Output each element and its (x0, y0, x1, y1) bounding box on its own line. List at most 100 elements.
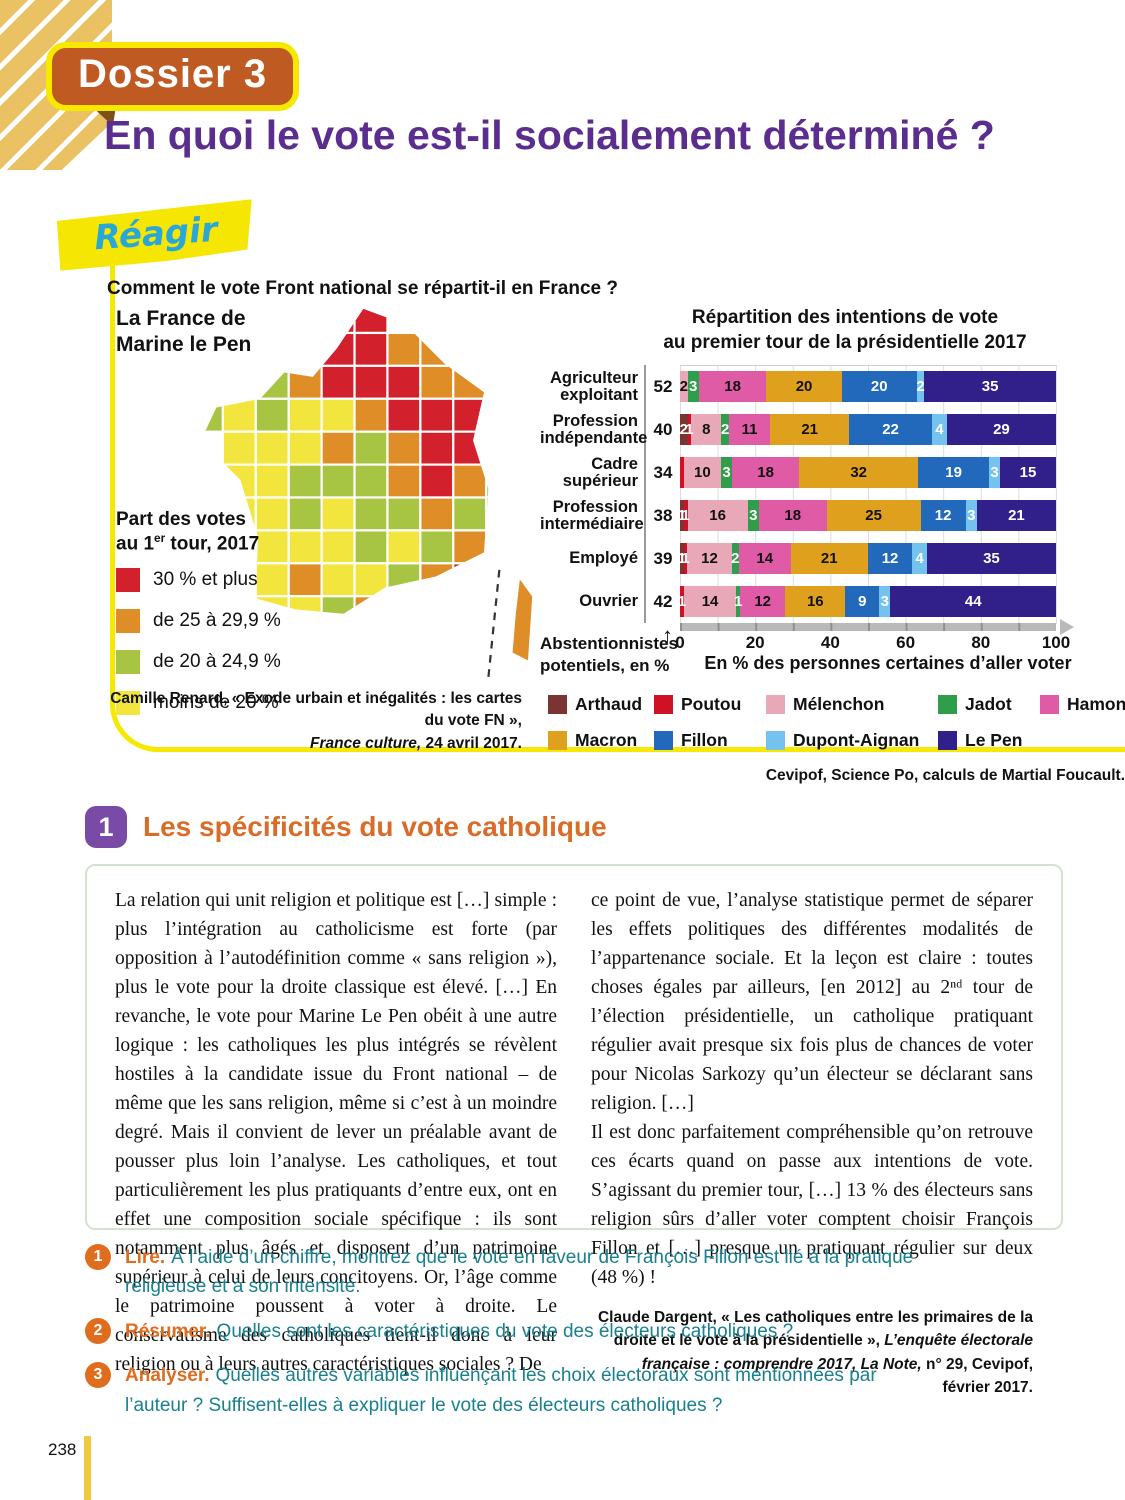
bar-segment-value: 21 (820, 550, 838, 568)
stacked-bar: 1 1 16 3 18 25 12 3 21 (678, 500, 1056, 532)
bar-segment-value: 11 (741, 421, 758, 439)
bar-segment: 2 (680, 414, 688, 446)
legend-label: Mélenchon (793, 694, 885, 715)
stacked-bar: 2 1 8 2 11 21 22 4 29 (680, 414, 1056, 446)
question-row: 3 Analyser. Quelles autres variables influ… (85, 1361, 1075, 1420)
x-axis-tick-label: 0 (675, 633, 685, 653)
question-row: 2 Résumer. Quelles sont les caractéristiqu… (85, 1317, 1075, 1346)
dossier-badge: Dossier 3 (46, 42, 300, 111)
map-cell (254, 463, 290, 499)
abstention-value: 42 (653, 591, 673, 611)
abstention-value: 34 (653, 462, 673, 482)
chart-row: Agriculteur exploitant 52 2 3 18 20 20 2 35 (540, 365, 1125, 409)
map-cell (386, 397, 422, 433)
bar-segment-value: 3 (722, 464, 731, 482)
legend-item: Poutou (654, 694, 766, 715)
legend-label: Arthaud (575, 694, 643, 715)
question-text: Résumer. Quelles sont les caractéristique… (125, 1317, 793, 1346)
map-cell (287, 397, 323, 433)
bar-segment: 21 (770, 414, 850, 446)
abstention-value: 39 (653, 548, 673, 568)
legend-label: Dupont-Aignan (793, 730, 920, 751)
bar-segment: 21 (790, 543, 868, 575)
legend-item: Le Pen (938, 730, 1040, 751)
section-header: 1 Les spécificités du vote catholique (85, 806, 607, 848)
bar-segment-value: 29 (993, 421, 1010, 439)
map-cell (353, 496, 389, 532)
map-cell (386, 364, 422, 400)
map-heading: La France de Marine le Pen (116, 307, 252, 357)
legend-item: Hamon (1040, 694, 1125, 715)
reagir-frame (110, 262, 1125, 752)
legend-label: Macron (575, 730, 638, 751)
bar-segment-value: 1 (685, 421, 694, 439)
bar-segment: 19 (918, 457, 989, 489)
bar-segment: 9 (845, 586, 880, 618)
bar-segment-value: 12 (881, 550, 899, 568)
map-cell (485, 562, 489, 598)
bar-segment-value: 12 (934, 507, 952, 525)
bar-segment: 25 (826, 500, 921, 532)
questions-list: 1 Lire. À l’aide d’un chiffre, montrez que… (85, 1243, 1075, 1435)
abstention-value: 40 (653, 419, 673, 439)
stacked-bar: 1 1 12 2 14 21 12 4 35 (677, 543, 1056, 575)
bar-segment-value: 44 (964, 593, 982, 611)
map-cell (353, 430, 389, 466)
bar-segment: 22 (849, 414, 932, 446)
legend-swatch (1040, 695, 1059, 715)
bar-segment-value: 3 (967, 507, 976, 525)
page-number-bar (84, 1436, 91, 1500)
page-number: 238 (48, 1440, 77, 1459)
x-axis-label: En % des personnes certaines d’aller vot… (704, 653, 1072, 674)
bar-segment-value: 14 (756, 550, 774, 568)
map-cell (287, 463, 323, 499)
bar-segment-value: 25 (865, 507, 882, 525)
map-cell (200, 397, 225, 433)
bar-segment: 14 (683, 586, 737, 618)
map-legend-swatch (116, 608, 140, 633)
bar-segment-value: 18 (784, 507, 802, 525)
x-axis-ticks: 0 20 40 60 80 100 (675, 631, 1070, 655)
question-row: 1 Lire. À l’aide d’un chiffre, montrez que… (85, 1243, 1075, 1302)
stacked-bar: 2 3 18 20 20 2 35 (679, 371, 1056, 403)
map-cell (386, 496, 422, 532)
map-legend-title: Part des votes au 1er tour, 2017 (116, 509, 260, 555)
map-cell (419, 562, 455, 598)
bar-segment: 1 (685, 414, 694, 446)
map-legend-swatch (116, 690, 140, 715)
legend-swatch (548, 731, 567, 751)
chart-row: Employé 39 1 1 12 2 14 21 12 4 35 (540, 537, 1125, 581)
bar-segment-value: 16 (709, 507, 726, 525)
map-cell (320, 364, 356, 400)
chart-row: Profession intermédiaire 38 1 1 16 3 18 25 12 3 21 (540, 494, 1125, 538)
legend-label: Poutou (681, 694, 742, 715)
legend-swatch (766, 695, 785, 715)
map-cell (353, 331, 389, 367)
chart-row-label: Profession intermédiaire (540, 494, 646, 538)
bar-segment: 16 (687, 500, 748, 532)
bar-segment-value: 3 (990, 464, 999, 482)
abstention-note: Abstentionnistes potentiels, en % (540, 634, 678, 676)
bar-segment-value: 4 (915, 550, 924, 568)
bar-segment-value: 12 (701, 550, 718, 568)
bar-segment-value: 15 (1019, 464, 1037, 482)
x-axis-tick-label: 20 (745, 633, 765, 653)
bar-segment: 10 (683, 457, 721, 489)
reagir-question: Comment le vote Front national se répart… (107, 278, 618, 299)
chart-row: Ouvrier 42 1 14 1 12 16 9 3 44 (540, 580, 1125, 624)
bar-segment: 8 (691, 414, 722, 446)
bar-segment-value: 2 (679, 378, 688, 396)
vote-intentions-chart: Répartition des intentions de vote au pr… (540, 306, 1125, 785)
bar-segment-value: 20 (870, 378, 888, 396)
map-cell (485, 397, 489, 433)
bar-segment (680, 457, 684, 489)
bar-segment-value: 1 (677, 550, 687, 568)
bar-segment: 18 (758, 500, 827, 532)
map-cell (320, 463, 356, 499)
bar-segment-value: 1 (677, 593, 687, 611)
abstention-value: 38 (653, 505, 673, 525)
map-cell (485, 529, 489, 565)
bar-segment: 2 (916, 371, 925, 403)
map-cell (353, 397, 389, 433)
x-axis-tick-label: 60 (896, 633, 916, 653)
